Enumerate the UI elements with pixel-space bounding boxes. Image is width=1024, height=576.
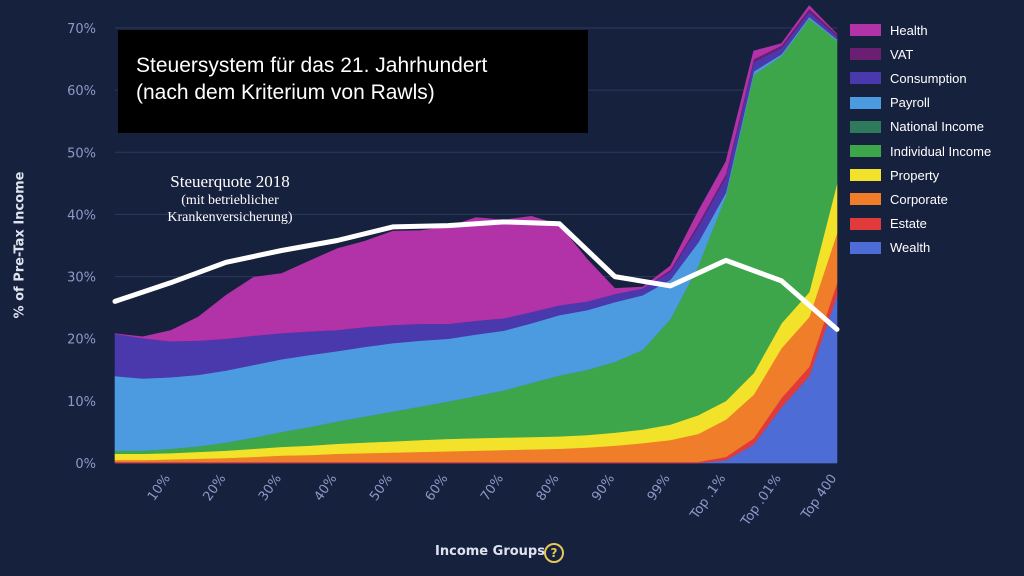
- legend-label: Estate: [890, 216, 927, 232]
- legend-label: Payroll: [890, 95, 930, 111]
- legend-label: Property: [890, 167, 940, 183]
- legend-swatch: [850, 241, 881, 254]
- legend-swatch: [850, 24, 881, 37]
- x-tick-label: 10%: [145, 472, 174, 504]
- legend-label: Individual Income: [890, 143, 992, 159]
- chart-legend: Health VAT Consumption Payroll National Inco…: [850, 18, 991, 260]
- legend-swatch: [850, 48, 881, 61]
- legend-item-estate: Estate: [850, 212, 991, 236]
- legend-label: Health: [890, 22, 928, 38]
- y-tick-label: 30%: [67, 271, 96, 286]
- x-tick-label: 80%: [534, 472, 563, 504]
- legend-swatch: [850, 120, 881, 133]
- legend-swatch: [850, 145, 881, 158]
- y-tick-label: 50%: [67, 146, 96, 161]
- x-tick-label: 20%: [200, 472, 229, 504]
- legend-label: Corporate: [890, 191, 948, 207]
- y-tick-label: 10%: [67, 395, 96, 410]
- legend-item-vat: VAT: [850, 42, 991, 66]
- x-tick-label: Top .01%: [738, 472, 785, 530]
- annotation-line-3: Krankenversicherung): [167, 210, 293, 225]
- annotation-line-2: (mit betrieblicher: [181, 193, 279, 208]
- x-tick-label: 90%: [589, 472, 618, 504]
- y-tick-label: 70%: [67, 22, 96, 37]
- legend-item-health: Health: [850, 18, 991, 42]
- help-icon[interactable]: ?: [544, 543, 564, 563]
- x-tick-label: Top 400: [798, 472, 840, 523]
- y-tick-label: 0%: [75, 457, 96, 472]
- legend-label: VAT: [890, 46, 914, 62]
- tax-rate-2018-line: [112, 219, 840, 332]
- x-tick-label: 99%: [645, 472, 674, 504]
- x-tick-label: 70%: [478, 472, 507, 504]
- legend-swatch: [850, 193, 881, 206]
- chart-title-box: Steuersystem für das 21. Jahrhundert (na…: [118, 30, 588, 133]
- x-tick-label: 30%: [256, 472, 285, 504]
- legend-swatch: [850, 217, 881, 230]
- legend-item-property: Property: [850, 163, 991, 187]
- chart-subtitle: (nach dem Kriterium von Rawls): [136, 81, 435, 104]
- legend-item-corporate: Corporate: [850, 187, 991, 211]
- x-tick-label: 60%: [423, 472, 452, 504]
- legend-item-payroll: Payroll: [850, 91, 991, 115]
- x-axis-label: Income Groups: [435, 544, 545, 559]
- x-tick-label: Top .1%: [687, 472, 729, 523]
- legend-swatch: [850, 169, 881, 182]
- legend-item-consumption: Consumption: [850, 66, 991, 90]
- y-tick-label: 40%: [67, 208, 96, 223]
- legend-swatch: [850, 72, 881, 85]
- legend-label: Consumption: [890, 70, 967, 86]
- area-health: [114, 5, 838, 342]
- y-axis-label: % of Pre-Tax Income: [12, 171, 28, 319]
- legend-item-wealth: Wealth: [850, 236, 991, 260]
- annotation-line-1: Steuerquote 2018: [170, 172, 290, 191]
- legend-item-individual-income: Individual Income: [850, 139, 991, 163]
- legend-swatch: [850, 96, 881, 109]
- chart-title: Steuersystem für das 21. Jahrhundert: [136, 54, 488, 77]
- overlay-line-annotation: Steuerquote 2018 (mit betrieblicher Kran…: [120, 172, 340, 226]
- x-tick-label: 40%: [312, 472, 341, 504]
- y-tick-label: 60%: [67, 84, 96, 99]
- y-tick-label: 20%: [67, 333, 96, 348]
- legend-label: Wealth: [890, 240, 931, 256]
- x-tick-label: 50%: [367, 472, 396, 504]
- legend-label: National Income: [890, 119, 984, 135]
- legend-item-national-income: National Income: [850, 115, 991, 139]
